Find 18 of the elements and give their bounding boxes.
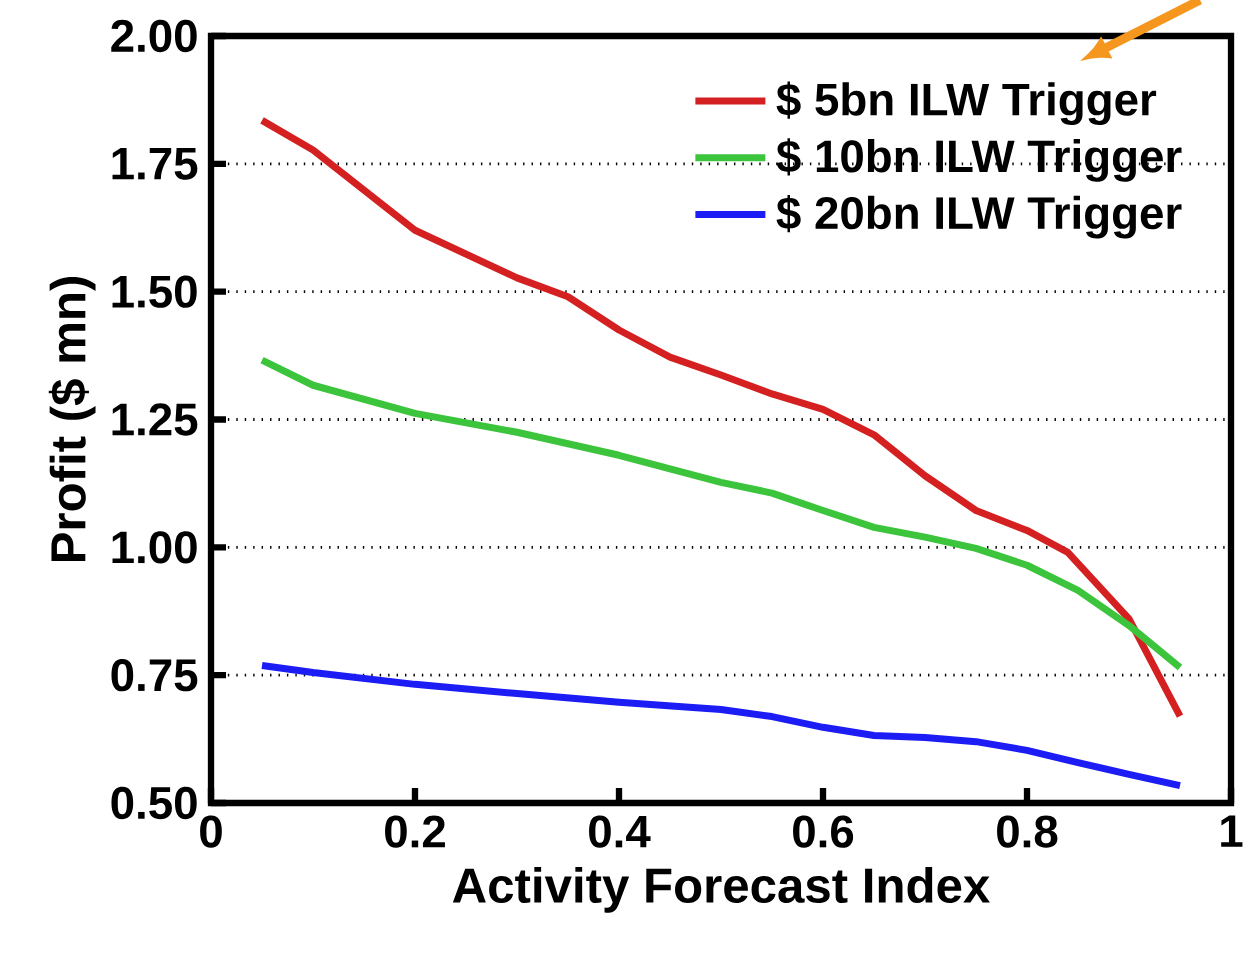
- legend-label: $ 5bn ILW Trigger: [776, 81, 1157, 126]
- y-tick-label: 1.00: [112, 531, 197, 564]
- y-tick-label: 2.00: [111, 19, 197, 53]
- y-tick-label: 1.25: [112, 403, 198, 436]
- y-tick-label: 0.75: [111, 658, 198, 692]
- x-tick-label: 0.2: [385, 815, 445, 848]
- y-axis-title: Profit ($ mn): [48, 277, 96, 562]
- legend-label: $ 20bn ILW Trigger: [776, 194, 1182, 239]
- y-tick-label: 1.75: [112, 147, 198, 180]
- x-tick-label: 0: [200, 815, 222, 848]
- y-tick-label: 1.50: [112, 275, 197, 308]
- x-tick-label: 0.8: [997, 815, 1058, 848]
- x-tick-label: 0.6: [793, 815, 854, 848]
- y-tick-label: 0.50: [111, 786, 197, 820]
- x-tick-label: 1: [1221, 815, 1243, 847]
- x-tick-label: 0.4: [589, 815, 651, 848]
- legend-label: $ 10bn ILW Trigger: [776, 138, 1182, 182]
- x-axis-title: Activity Forecast Index: [452, 866, 990, 913]
